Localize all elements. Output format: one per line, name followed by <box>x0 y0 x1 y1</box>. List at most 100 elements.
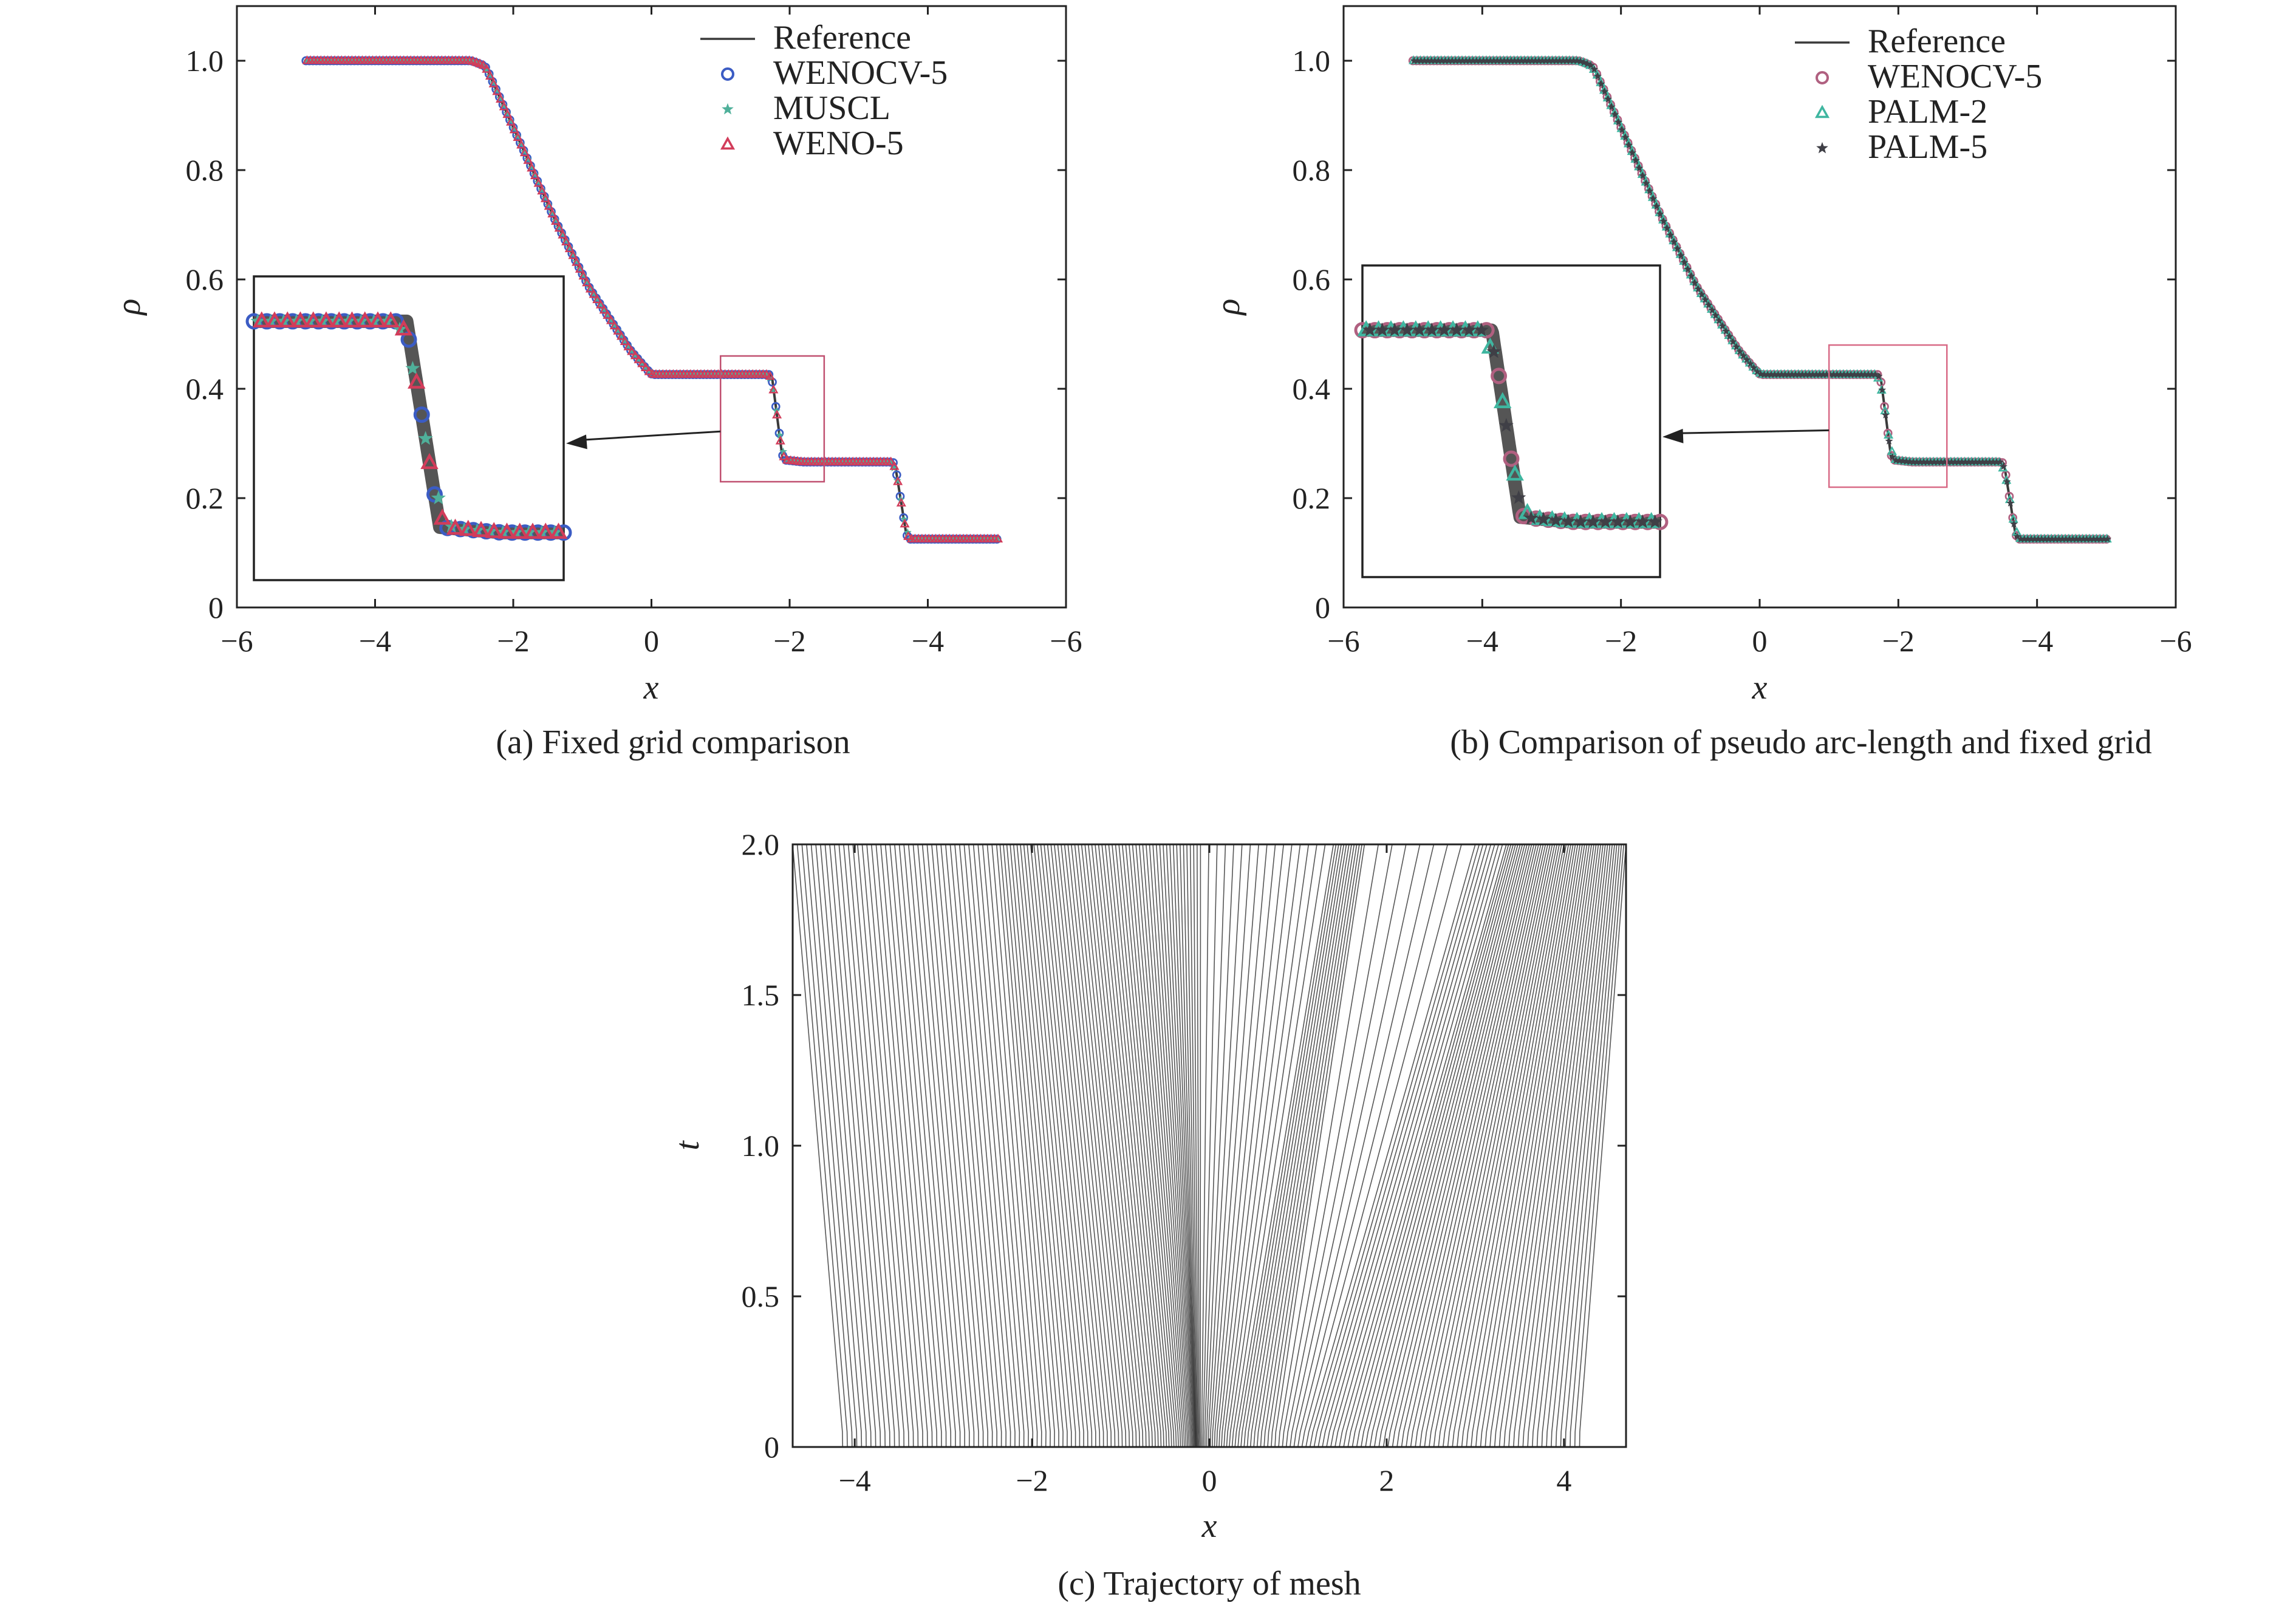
panel-a-data-point <box>841 457 850 466</box>
panel-a-series-muscl <box>302 56 1002 543</box>
panel-a-data-point <box>564 243 575 253</box>
panel-a-data-point <box>606 315 615 324</box>
panel-b-data-point <box>1645 186 1654 195</box>
panel-b-data-point <box>1493 56 1502 64</box>
panel-b-inset-data-point <box>1461 322 1477 337</box>
panel-c-mesh-lines <box>792 844 1627 1448</box>
panel-c-mesh-line <box>1146 844 1190 1448</box>
panel-c-mesh-line <box>1118 844 1175 1448</box>
panel-a-inset-data-point <box>472 521 490 537</box>
panel-c-mesh-line <box>1424 844 1551 1448</box>
panel-c-mesh-line <box>954 844 1007 1448</box>
panel-a-data-point <box>772 409 782 419</box>
panel-a-data-point <box>578 270 589 280</box>
panel-b-xtick-label: −2 <box>1605 624 1637 658</box>
panel-b-inset <box>1354 264 1830 578</box>
panel-b-data-point <box>1743 355 1751 363</box>
panel-a-data-point <box>893 476 903 485</box>
panel-c-mesh-line <box>889 844 942 1448</box>
panel-b-data-point <box>2048 535 2056 543</box>
panel-b-legend-label: PALM-2 <box>1868 93 1987 131</box>
panel-b-data-point <box>1687 272 1696 280</box>
panel-a-data-point <box>810 457 819 466</box>
panel-b-data-point <box>2041 535 2049 543</box>
panel-a-ytick-label: 0.6 <box>186 262 224 296</box>
panel-a-data-point <box>488 78 499 87</box>
panel-a-data-point <box>706 370 715 378</box>
panel-b-data-point <box>1701 295 1710 304</box>
panel-c-mesh-line <box>1452 844 1565 1448</box>
panel-b-data-point <box>2086 535 2094 543</box>
panel-b-data-point <box>1833 370 1841 378</box>
panel-c-mesh-line <box>903 844 956 1448</box>
panel-b-ticks: −6 −4 −2 0 −2 −4 −600.20.40.60.81.0 <box>1293 6 2192 658</box>
panel-b-data-point <box>1618 125 1627 134</box>
panel-b-data-point <box>1798 370 1806 378</box>
panel-b-data-point <box>2031 535 2039 543</box>
panel-b-data-point <box>2082 535 2091 543</box>
panel-b-data-point <box>2072 535 2080 543</box>
panel-c-mesh-line <box>1532 844 1604 1448</box>
panel-a-ytick-label: 0.2 <box>186 481 224 515</box>
panel-a-data-point <box>413 56 422 64</box>
panel-a-data-point <box>395 56 404 64</box>
panel-c-mesh-line <box>796 844 848 1448</box>
panel-a-inset-data-point <box>446 518 465 535</box>
panel-c-mesh-line <box>1278 844 1379 1448</box>
panel-a-data-point <box>914 535 922 543</box>
panel-c-mesh-line <box>1226 844 1310 1448</box>
panel-a-data-point <box>879 457 887 466</box>
panel-b-data-point <box>1628 148 1637 157</box>
panel-a-data-point <box>768 386 777 394</box>
panel-c-mesh-line <box>1433 844 1556 1448</box>
panel-c-mesh-line <box>968 844 1020 1448</box>
panel-a-data-point <box>775 436 785 445</box>
panel-b-data-point <box>1534 56 1543 64</box>
panel-a-data-point <box>371 56 380 64</box>
panel-c-mesh-line <box>1234 844 1334 1448</box>
panel-c-mesh-line <box>1546 844 1611 1448</box>
panel-b-ytick-label: 0 <box>1315 590 1330 624</box>
panel-a-inset-data-point <box>394 319 413 336</box>
panel-b-inset-data-point <box>1437 322 1452 337</box>
panel-a-data-point <box>316 56 324 64</box>
panel-c-mesh-line <box>1121 844 1177 1448</box>
panel-c-mesh-line <box>1541 844 1608 1448</box>
panel-c-mesh-line <box>1209 844 1251 1448</box>
panel-b-data-point <box>1840 370 1848 378</box>
panel-b-data-point <box>2103 535 2112 543</box>
panel-a-data-point <box>617 330 627 340</box>
panel-b-data-point <box>1771 370 1779 378</box>
panel-c-mesh-line <box>1108 844 1167 1448</box>
panel-a-ylabel: ρ <box>110 299 148 316</box>
panel-c-mesh-line <box>1237 844 1337 1448</box>
panel-b-data-point <box>1483 56 1491 64</box>
panel-a-data-point <box>620 337 629 344</box>
panel-a-data-point <box>423 56 432 64</box>
panel-b-marks <box>1408 55 2112 544</box>
panel-c-mesh-line <box>1189 844 1198 1448</box>
panel-b-data-point <box>1545 56 1554 64</box>
panel-b-data-point <box>1562 56 1571 64</box>
panel-a-data-point <box>375 56 383 64</box>
panel-c-mesh-line <box>1013 844 1068 1448</box>
panel-a-data-point <box>993 535 1002 543</box>
panel-a-data-point <box>589 289 598 297</box>
panel-a-data-point <box>640 362 651 372</box>
panel-b-data-point <box>1874 372 1883 380</box>
panel-b-inset-data-point <box>1362 322 1378 337</box>
panel-b-legend-marker-swatch <box>1816 142 1828 154</box>
panel-b-caption: (b) Comparison of pseudo arc-length and … <box>1450 723 2151 761</box>
panel-a-data-point <box>813 457 822 466</box>
panel-a-data-point <box>928 535 936 543</box>
panel-c-mesh-line <box>912 844 965 1447</box>
panel-b-xtick-label: −4 <box>2021 624 2053 658</box>
panel-a-data-point <box>575 264 585 273</box>
panel-c-mesh-line <box>996 844 1047 1448</box>
panel-a-data-point <box>700 370 708 378</box>
panel-b-data-point <box>1753 368 1761 375</box>
panel-a-data-point <box>741 370 750 378</box>
panel-c-mesh-line <box>1498 844 1588 1448</box>
panel-b-data-point <box>1639 171 1647 179</box>
panel-b-data-point <box>1694 285 1703 293</box>
